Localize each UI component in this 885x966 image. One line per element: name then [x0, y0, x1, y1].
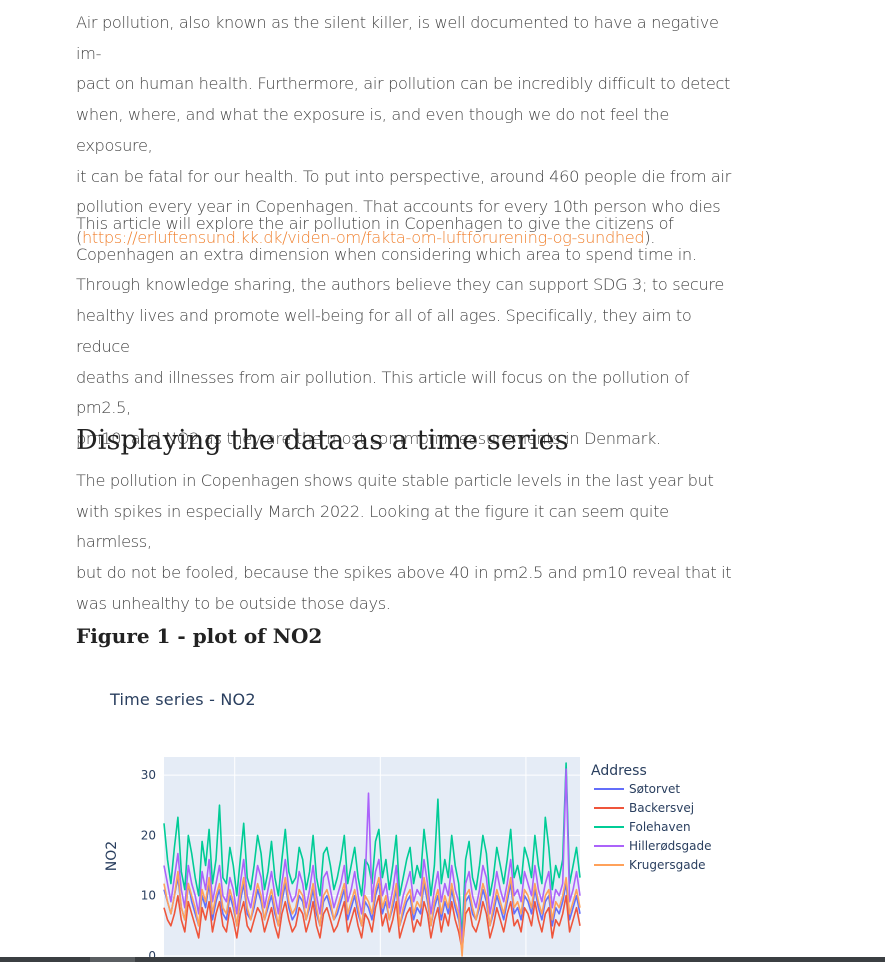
purpose-line: healthy lives and promote well-being for…	[76, 306, 692, 356]
intro-line: it can be fatal for our health. To put i…	[76, 166, 731, 186]
y-tick-label: 30	[141, 768, 156, 782]
legend-label: Søtorvet	[629, 782, 680, 796]
figure-heading: Figure 1 - plot of NO2	[76, 624, 323, 648]
intro-line: Air pollution, also known as the silent …	[76, 13, 719, 63]
legend-title: Address	[591, 763, 647, 779]
intro-line: when, where, and what the exposure is, a…	[76, 105, 669, 155]
purpose-line: Copenhagen an extra dimension when consi…	[76, 244, 697, 264]
timeseries-line: The pollution in Copenhagen shows quite …	[76, 471, 714, 490]
legend-item[interactable]: Hillerødsgade	[594, 839, 712, 853]
series-line[interactable]	[163, 894, 581, 951]
timeseries-paragraph: The pollution in Copenhagen shows quite …	[76, 466, 736, 620]
legend-item[interactable]: Backersvej	[594, 801, 694, 815]
chart-svg[interactable]: 0 10 20 30 NO2 Address Søtorvet Backersvej Fo…	[78, 678, 728, 963]
timeseries-line: was unhealthy to be outside those days.	[76, 593, 391, 613]
timeseries-line: with spikes in especially March 2022. Lo…	[76, 501, 669, 552]
horizontal-scrollbar[interactable]	[0, 957, 885, 962]
link-close-paren: ).	[644, 227, 656, 247]
legend-label: Hillerødsgade	[629, 839, 712, 853]
link-open-paren: (	[76, 227, 82, 247]
purpose-line: deaths and illnesses from air pollution.…	[76, 367, 689, 418]
y-axis-label: NO2	[104, 841, 120, 871]
no2-timeseries-chart[interactable]: Time series - NO2 0 10 20 30 NO2 Address Sø…	[78, 678, 728, 963]
legend-item[interactable]: Krugersgade	[594, 858, 706, 872]
intro-line: pact on human health. Furthermore, air p…	[76, 74, 731, 94]
y-tick-label: 0	[148, 949, 156, 962]
purpose-paragraph: This article will explore the air pollut…	[76, 209, 736, 455]
legend-label: Krugersgade	[629, 858, 706, 872]
y-tick-labels: 0 10 20 30	[141, 768, 156, 963]
purpose-line: This article will explore the air pollut…	[76, 214, 674, 233]
y-tick-label: 10	[141, 889, 156, 903]
legend[interactable]: Address Søtorvet Backersvej Folehaven Hille…	[591, 763, 712, 872]
section-heading: Displaying the data as a time series	[76, 425, 569, 456]
series-line[interactable]	[163, 870, 581, 957]
source-link[interactable]: https://erluftensund.kk.dk/viden-om/fakt…	[81, 227, 645, 247]
intro-line: pollution every year in Copenhagen. That…	[76, 197, 721, 217]
series-line[interactable]	[163, 768, 581, 945]
legend-item[interactable]: Søtorvet	[594, 782, 680, 796]
y-tick-label: 20	[141, 828, 156, 842]
scrollbar-thumb[interactable]	[90, 957, 135, 962]
purpose-line: Through knowledge sharing, the authors b…	[76, 275, 724, 295]
series-lines	[163, 762, 581, 957]
purpose-line: pm10, and NO2 as they are the most commo…	[76, 428, 661, 448]
chart-title: Time series - NO2	[110, 690, 256, 709]
legend-label: Folehaven	[629, 820, 691, 834]
legend-label: Backersvej	[629, 801, 694, 815]
timeseries-line: but do not be fooled, because the spikes…	[76, 563, 732, 583]
legend-item[interactable]: Folehaven	[594, 820, 691, 834]
intro-paragraph: Air pollution, also known as the silent …	[76, 8, 736, 254]
